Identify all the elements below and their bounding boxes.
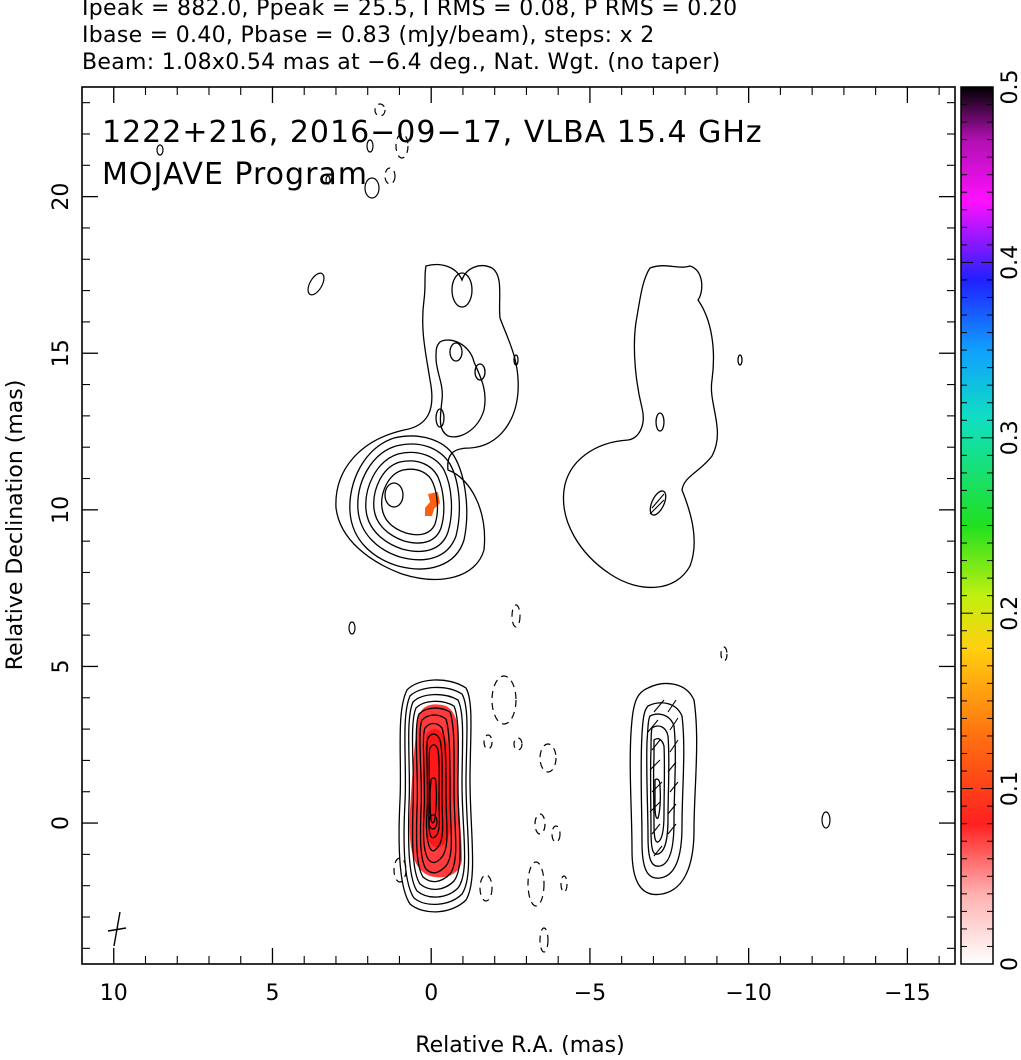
colorbar-tick-label: 0.2 bbox=[998, 596, 1021, 631]
map-content bbox=[107, 103, 831, 953]
colorbar-ticks bbox=[961, 86, 993, 965]
x-axis-label: Relative R.A. (mas) bbox=[415, 1033, 624, 1058]
colorbar-tick-label: 0.5 bbox=[998, 70, 1021, 105]
source-annotation-line-2: MOJAVE Program bbox=[102, 157, 368, 192]
y-tick-label: 20 bbox=[49, 183, 74, 211]
colorbar-tick-label: 0.3 bbox=[998, 420, 1021, 455]
header-line-2: Ibase = 0.40, Pbase = 0.83 (mJy/beam), s… bbox=[82, 23, 655, 48]
x-tick-label: −5 bbox=[574, 981, 606, 1006]
evpa-vectors bbox=[647, 493, 679, 857]
polarization-contours bbox=[562, 265, 743, 896]
y-tick-label: 10 bbox=[49, 496, 74, 524]
plot-frame bbox=[81, 86, 956, 965]
beam-symbol bbox=[107, 911, 127, 947]
jet-contours bbox=[335, 263, 519, 581]
colorbar-tick-label: 0.4 bbox=[998, 245, 1021, 280]
y-axis-label: Relative Declination (mas) bbox=[3, 380, 28, 671]
core-contours bbox=[398, 679, 474, 913]
x-tick-labels: 10 5 0 −5 −10 −15 bbox=[100, 981, 931, 1006]
small-islands bbox=[156, 139, 831, 829]
header-line-1: Ipeak = 882.0, Ppeak = 25.5, I RMS = 0.0… bbox=[82, 0, 738, 21]
x-tick-label: −10 bbox=[725, 981, 771, 1006]
axis-ticks bbox=[81, 87, 955, 964]
header-line-3: Beam: 1.08x0.54 mas at −6.4 deg., Nat. W… bbox=[82, 50, 721, 75]
y-tick-label: 0 bbox=[49, 816, 74, 830]
y-tick-label: 5 bbox=[49, 659, 74, 673]
y-tick-label: 15 bbox=[49, 339, 74, 367]
source-annotation-line-1: 1222+216, 2016−09−17, VLBA 15.4 GHz bbox=[102, 115, 763, 150]
y-tick-labels: 0 5 10 15 20 bbox=[49, 183, 74, 830]
x-tick-label: 0 bbox=[424, 981, 438, 1006]
x-tick-label: 5 bbox=[265, 981, 279, 1006]
colorbar-tick-label: 0.1 bbox=[998, 771, 1021, 806]
x-tick-label: −15 bbox=[884, 981, 930, 1006]
colorbar-labels: 0 0.1 0.2 0.3 0.4 0.5 bbox=[998, 70, 1021, 972]
negative-contours bbox=[374, 103, 728, 953]
colorbar-tick-label: 0 bbox=[998, 957, 1021, 971]
x-tick-label: 10 bbox=[100, 981, 128, 1006]
